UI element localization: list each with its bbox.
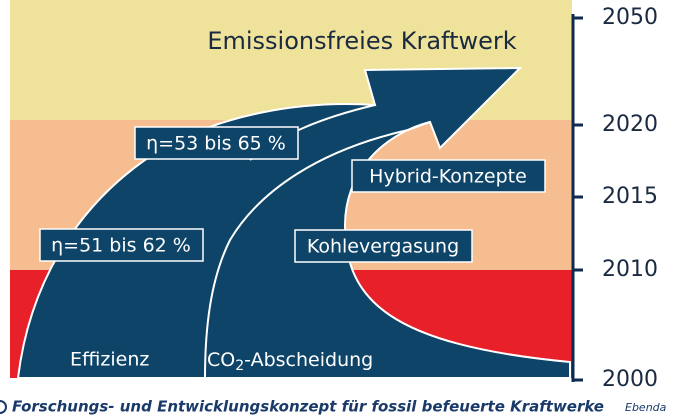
label-box (134, 126, 299, 160)
label-box (39, 228, 204, 262)
band-future (10, 0, 572, 120)
arrow-label: CO2-Abscheidung (207, 349, 373, 375)
tick-label: 2050 (602, 5, 658, 30)
caption-source: Ebenda (625, 401, 667, 414)
box-label: η=53 bis 65 % (146, 133, 286, 155)
arrow-label: Effizienz (70, 349, 149, 371)
label-box (294, 229, 473, 263)
tick-label: 2020 (602, 112, 658, 137)
arrow-split (407, 121, 431, 131)
bullet (0, 400, 7, 414)
label-box (351, 159, 546, 193)
box-label: Hybrid-Konzepte (369, 166, 527, 188)
box-label: η=51 bis 62 % (51, 235, 191, 257)
tick-label: 2000 (602, 367, 658, 392)
tick-label: 2010 (602, 257, 658, 282)
title: Emissionsfreies Kraftwerk (207, 27, 516, 55)
arrow-split (204, 129, 409, 379)
roadmap-arrow (16, 66, 571, 379)
caption: Forschungs- und Entwicklungskonzept für … (12, 398, 604, 416)
box-label: Kohlevergasung (307, 236, 459, 258)
tick-label: 2015 (602, 184, 658, 209)
